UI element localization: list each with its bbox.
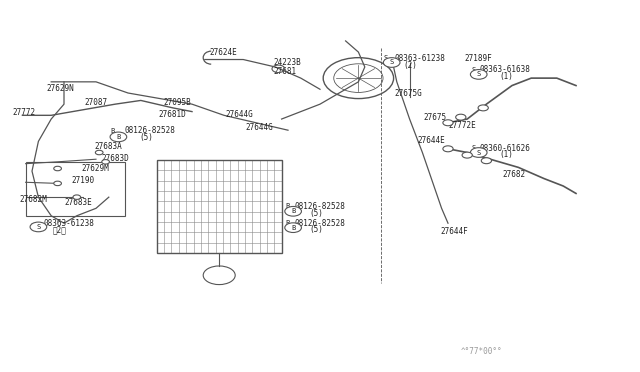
Text: 27772: 27772 — [13, 108, 36, 117]
Text: 。2〃: 。2〃 — [53, 225, 67, 234]
Circle shape — [481, 158, 492, 164]
Bar — [26, 162, 125, 216]
Text: 27189F: 27189F — [464, 54, 492, 63]
Text: 27629N: 27629N — [47, 84, 74, 93]
Bar — [157, 160, 282, 253]
Text: S: S — [477, 150, 481, 155]
Text: 08363-61238: 08363-61238 — [44, 219, 94, 228]
Text: S: S — [390, 60, 394, 65]
Text: B: B — [116, 134, 120, 140]
Text: 27644E: 27644E — [418, 136, 445, 145]
Text: (1): (1) — [499, 72, 513, 81]
Text: B: B — [110, 128, 115, 134]
Text: 08363-61238: 08363-61238 — [394, 54, 445, 63]
Text: 08126-82528: 08126-82528 — [294, 219, 345, 228]
Text: 27675: 27675 — [424, 113, 447, 122]
Text: 27681D: 27681D — [159, 110, 186, 119]
Circle shape — [110, 132, 127, 142]
Text: S: S — [477, 71, 481, 77]
Text: S: S — [384, 55, 388, 61]
Circle shape — [470, 148, 487, 157]
Text: S: S — [36, 224, 40, 230]
Text: 27681: 27681 — [274, 67, 297, 76]
Text: (5): (5) — [140, 133, 154, 142]
Text: 08360-61626: 08360-61626 — [480, 144, 531, 153]
Text: 27682: 27682 — [502, 170, 525, 179]
Circle shape — [30, 222, 47, 232]
Text: 27629M: 27629M — [82, 164, 109, 173]
Text: 27644G: 27644G — [226, 110, 253, 119]
Circle shape — [102, 160, 109, 164]
Circle shape — [73, 195, 81, 199]
Text: (5): (5) — [309, 209, 323, 218]
Text: 08126-82528: 08126-82528 — [294, 202, 345, 211]
Text: 27190: 27190 — [72, 176, 95, 185]
Text: 27683D: 27683D — [101, 154, 129, 163]
Text: S: S — [471, 145, 476, 151]
Text: 08126-82528: 08126-82528 — [124, 126, 175, 135]
Text: 27772E: 27772E — [448, 121, 476, 130]
Circle shape — [443, 146, 453, 152]
Text: B: B — [291, 208, 295, 214]
Text: 27675G: 27675G — [395, 89, 422, 97]
Text: 08363-61638: 08363-61638 — [480, 65, 531, 74]
Text: (5): (5) — [309, 225, 323, 234]
Text: 27095B: 27095B — [163, 98, 191, 107]
Circle shape — [54, 166, 61, 171]
Text: 27683E: 27683E — [64, 198, 92, 207]
Circle shape — [470, 70, 487, 79]
Circle shape — [443, 120, 453, 126]
Text: B: B — [285, 220, 290, 226]
Text: 27624E: 27624E — [210, 48, 237, 57]
Text: (2): (2) — [403, 61, 417, 70]
Text: 27644F: 27644F — [440, 227, 468, 236]
Text: B: B — [291, 225, 295, 231]
Text: (1): (1) — [499, 150, 513, 159]
Text: 27683A: 27683A — [95, 142, 122, 151]
Circle shape — [383, 58, 400, 67]
Circle shape — [285, 223, 301, 232]
Text: ^°77*00°°: ^°77*00°° — [461, 347, 502, 356]
Text: S: S — [471, 67, 476, 73]
Text: B: B — [285, 203, 290, 209]
Circle shape — [462, 152, 472, 158]
Circle shape — [285, 206, 301, 216]
Circle shape — [54, 181, 61, 186]
Text: 24223B: 24223B — [274, 58, 301, 67]
Circle shape — [95, 150, 103, 155]
Text: 27087: 27087 — [84, 98, 108, 107]
Circle shape — [456, 114, 466, 120]
Text: 27644G: 27644G — [245, 123, 273, 132]
Text: 27682M: 27682M — [19, 195, 47, 204]
Circle shape — [478, 105, 488, 111]
Text: S: S — [31, 223, 35, 229]
